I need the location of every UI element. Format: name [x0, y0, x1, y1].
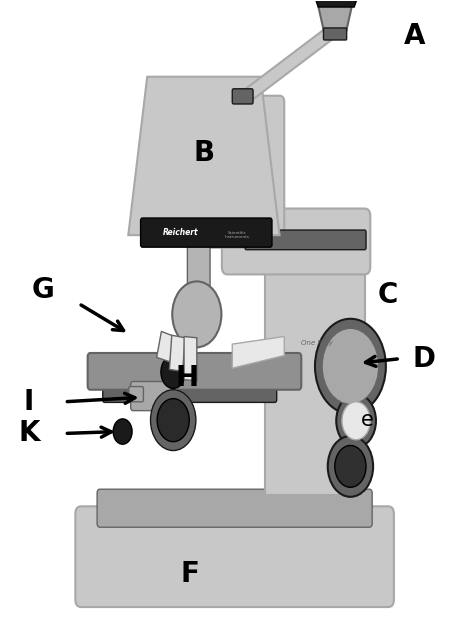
FancyBboxPatch shape — [97, 489, 372, 527]
Text: e: e — [361, 410, 374, 430]
Text: K: K — [18, 420, 40, 448]
Circle shape — [336, 394, 376, 448]
Text: H: H — [176, 364, 199, 392]
Circle shape — [342, 402, 370, 440]
FancyBboxPatch shape — [131, 382, 178, 411]
Text: A: A — [403, 22, 425, 50]
Polygon shape — [265, 235, 365, 495]
Polygon shape — [318, 2, 353, 34]
FancyBboxPatch shape — [141, 218, 272, 247]
FancyBboxPatch shape — [88, 353, 301, 390]
FancyBboxPatch shape — [222, 208, 370, 274]
Polygon shape — [169, 335, 185, 371]
Text: Scientific
Instruments: Scientific Instruments — [225, 231, 249, 239]
Text: I: I — [24, 388, 34, 416]
Polygon shape — [232, 337, 284, 368]
Circle shape — [157, 399, 189, 442]
Text: B: B — [193, 139, 214, 167]
FancyBboxPatch shape — [103, 381, 277, 403]
Text: D: D — [412, 345, 435, 373]
Text: One Fifty: One Fifty — [301, 340, 333, 346]
Circle shape — [335, 446, 366, 487]
FancyBboxPatch shape — [232, 89, 253, 104]
Polygon shape — [184, 337, 197, 381]
FancyBboxPatch shape — [245, 230, 366, 250]
Text: G: G — [32, 276, 55, 304]
Circle shape — [151, 390, 196, 451]
FancyBboxPatch shape — [194, 96, 284, 248]
Circle shape — [315, 319, 386, 414]
Text: C: C — [378, 281, 399, 309]
Polygon shape — [156, 331, 174, 362]
Text: Reichert: Reichert — [163, 228, 198, 237]
FancyBboxPatch shape — [323, 28, 346, 40]
Circle shape — [113, 419, 132, 444]
Polygon shape — [232, 29, 346, 99]
Text: F: F — [180, 560, 199, 588]
Circle shape — [161, 356, 185, 389]
Polygon shape — [315, 0, 357, 7]
FancyBboxPatch shape — [187, 241, 210, 318]
Circle shape — [328, 436, 373, 497]
Circle shape — [322, 328, 379, 404]
Circle shape — [172, 281, 221, 347]
FancyBboxPatch shape — [75, 506, 394, 607]
Polygon shape — [128, 77, 280, 235]
FancyBboxPatch shape — [129, 387, 144, 402]
